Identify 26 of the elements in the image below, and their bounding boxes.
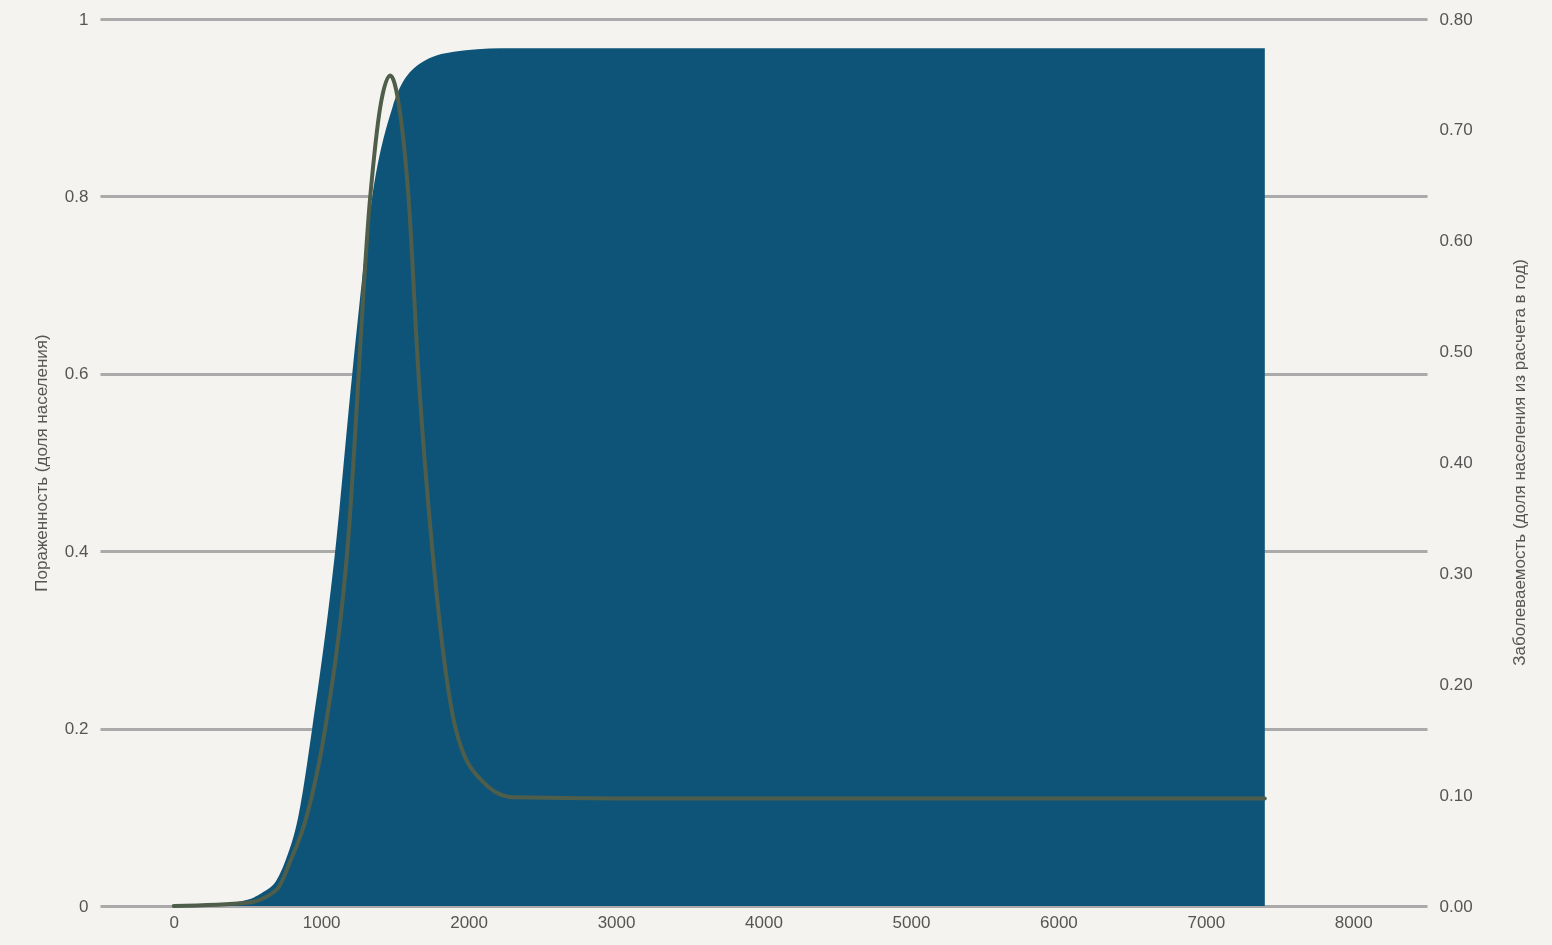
y2-tick-label: 0.60	[1439, 231, 1473, 251]
y-axis-title: Пораженность (доля населения)	[31, 334, 51, 592]
x-tick-label: 3000	[597, 912, 636, 932]
x-tick-label: 4000	[745, 912, 783, 932]
x-tick-label: 5000	[892, 912, 931, 932]
y-tick-label: 0.4	[64, 541, 89, 561]
y2-tick-label: 0.10	[1439, 785, 1473, 805]
y2-tick-label: 0.30	[1439, 563, 1473, 583]
y2-tick-label: 0.40	[1439, 453, 1473, 472]
x-tick-label: 2000	[450, 912, 489, 932]
y2-tick-label: 0.20	[1439, 674, 1473, 694]
y2-axis-title: Заболеваемость (доля населения из расчета в год)	[1509, 259, 1529, 666]
x-tick-label: 0	[169, 912, 179, 932]
y2-tick-label: 0.50	[1439, 342, 1473, 362]
x-tick-label: 8000	[1334, 912, 1373, 932]
y2-tick-label: 0.70	[1439, 120, 1473, 140]
x-tick-label: 1000	[302, 912, 341, 932]
y-tick-label: 0.8	[64, 186, 89, 206]
y2-tick-label: 0.80	[1439, 9, 1473, 29]
x-tick-label: 7000	[1187, 912, 1226, 932]
y-tick-label: 1	[79, 9, 89, 29]
x-tick-label: 6000	[1039, 912, 1078, 932]
y-tick-label: 0	[79, 896, 89, 916]
y-tick-label: 0.2	[64, 719, 89, 739]
y2-tick-label: 0.00	[1439, 896, 1473, 916]
y-tick-label: 0.6	[64, 364, 89, 384]
